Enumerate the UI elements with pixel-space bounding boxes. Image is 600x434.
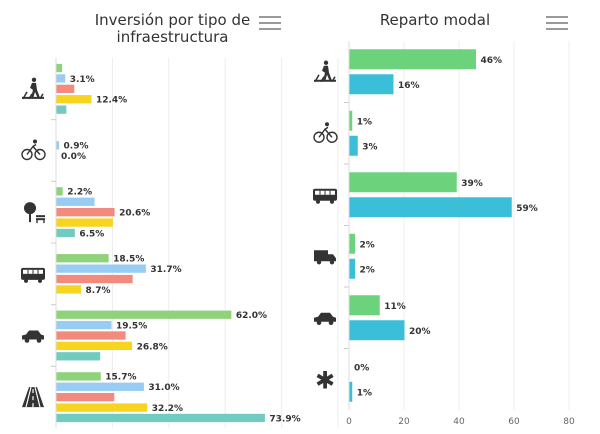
bar — [56, 254, 109, 263]
data-label: 18.5% — [113, 255, 144, 265]
x-tick-label: 20 — [398, 417, 410, 427]
bar — [349, 49, 476, 70]
bar — [349, 295, 380, 316]
data-label: 31.0% — [148, 383, 179, 393]
bar — [56, 141, 60, 150]
bar — [56, 285, 82, 294]
data-label: 39% — [461, 179, 483, 189]
bar — [56, 208, 115, 217]
bar — [56, 264, 146, 273]
bar — [56, 95, 92, 104]
bar — [349, 197, 512, 218]
truck-icon — [314, 250, 336, 265]
bar — [349, 233, 355, 254]
bar — [56, 382, 144, 391]
bike-icon — [21, 139, 46, 161]
bus-icon — [313, 188, 337, 204]
data-label: 0.9% — [64, 142, 89, 152]
bar — [349, 258, 355, 279]
bar — [56, 413, 265, 423]
data-label: 59% — [516, 204, 538, 214]
data-label: 1% — [357, 388, 372, 398]
walk-icon — [314, 60, 336, 83]
data-label: 12.4% — [96, 96, 127, 106]
data-label: 31.7% — [150, 265, 181, 275]
x-tick-label: 80 — [563, 417, 575, 427]
data-label: 2% — [360, 265, 375, 275]
bar — [56, 403, 148, 412]
car-icon — [22, 330, 44, 343]
bar — [349, 381, 353, 402]
data-label: 11% — [384, 302, 406, 312]
public-space-icon — [24, 202, 45, 224]
data-label: 8.7% — [86, 286, 111, 296]
bar — [56, 274, 133, 284]
road-icon — [22, 387, 44, 408]
x-tick-label: 60 — [508, 417, 520, 427]
bar — [56, 320, 112, 330]
x-tick-label: 40 — [453, 417, 465, 427]
bar — [56, 310, 232, 319]
other-icon: ✱ — [315, 366, 335, 394]
data-label: 2.2% — [67, 188, 92, 198]
bus-icon — [21, 267, 45, 283]
data-label: 2% — [360, 240, 375, 250]
left-chart-title: Inversión por tipo de infraestructura — [94, 11, 251, 46]
bar — [56, 218, 113, 227]
data-label: 1% — [357, 117, 372, 127]
bike-icon — [313, 122, 338, 143]
svg-text:✱: ✱ — [315, 366, 335, 394]
data-label: 15.7% — [105, 373, 136, 383]
data-label: 3.1% — [70, 75, 95, 85]
right-menu-icon[interactable] — [546, 12, 568, 32]
bar — [56, 187, 63, 196]
bar — [56, 341, 133, 351]
right-chart-title: Reparto modal — [379, 11, 491, 29]
bar — [349, 110, 353, 131]
bar — [56, 63, 63, 73]
bar — [349, 74, 394, 95]
bar — [56, 372, 101, 381]
data-label: 6.5% — [79, 229, 104, 239]
data-label: 3% — [362, 142, 377, 152]
data-label: 32.2% — [152, 404, 183, 414]
car-icon — [314, 312, 336, 326]
data-label: 26.8% — [137, 342, 168, 352]
walk-icon — [22, 77, 44, 100]
data-label: 0% — [354, 363, 369, 373]
bar — [349, 320, 405, 341]
bar — [349, 135, 358, 156]
data-label: 20.6% — [119, 209, 150, 219]
data-label: 46% — [481, 56, 503, 66]
data-label: 20% — [409, 327, 431, 337]
bar — [56, 228, 75, 238]
bar — [56, 331, 126, 340]
bar — [349, 172, 457, 193]
bar — [56, 197, 95, 206]
data-label: 73.9% — [269, 414, 300, 424]
bar — [56, 84, 75, 93]
left-menu-icon[interactable] — [259, 12, 281, 32]
bar — [56, 393, 115, 402]
bar — [56, 105, 67, 114]
data-label: 16% — [398, 81, 420, 91]
x-tick-label: 0 — [346, 417, 352, 427]
bar — [56, 352, 101, 361]
data-label: 19.5% — [116, 321, 147, 331]
data-label: 0.0% — [61, 152, 86, 162]
data-label: 62.0% — [236, 311, 267, 321]
bar — [56, 74, 66, 83]
